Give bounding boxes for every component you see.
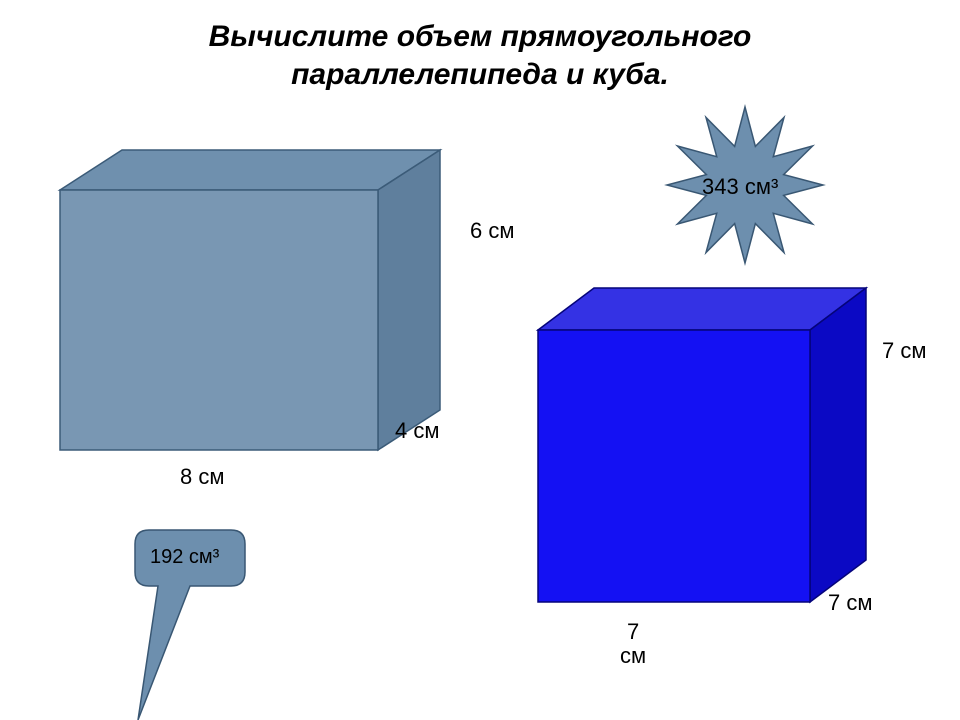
prism-top-face — [60, 150, 440, 190]
prism-length-label: 8 см — [180, 464, 224, 490]
cube-volume-answer: 343 см³ — [702, 174, 778, 200]
prism-width-label: 4 см — [395, 418, 439, 444]
cube-depth-label: 7 см — [828, 590, 872, 616]
prism-volume-answer: 192 см³ — [150, 546, 219, 569]
cube-front-face — [538, 330, 810, 602]
prism-front-face — [60, 190, 378, 450]
prism-side-face — [378, 150, 440, 450]
cube-width-label: 7см — [620, 620, 646, 668]
prism-height-label: 6 см — [470, 218, 514, 244]
cube-side-face — [810, 288, 866, 602]
cube-height-label: 7 см — [882, 338, 926, 364]
answer-callout — [0, 460, 300, 720]
rectangular-prism — [0, 0, 500, 400]
